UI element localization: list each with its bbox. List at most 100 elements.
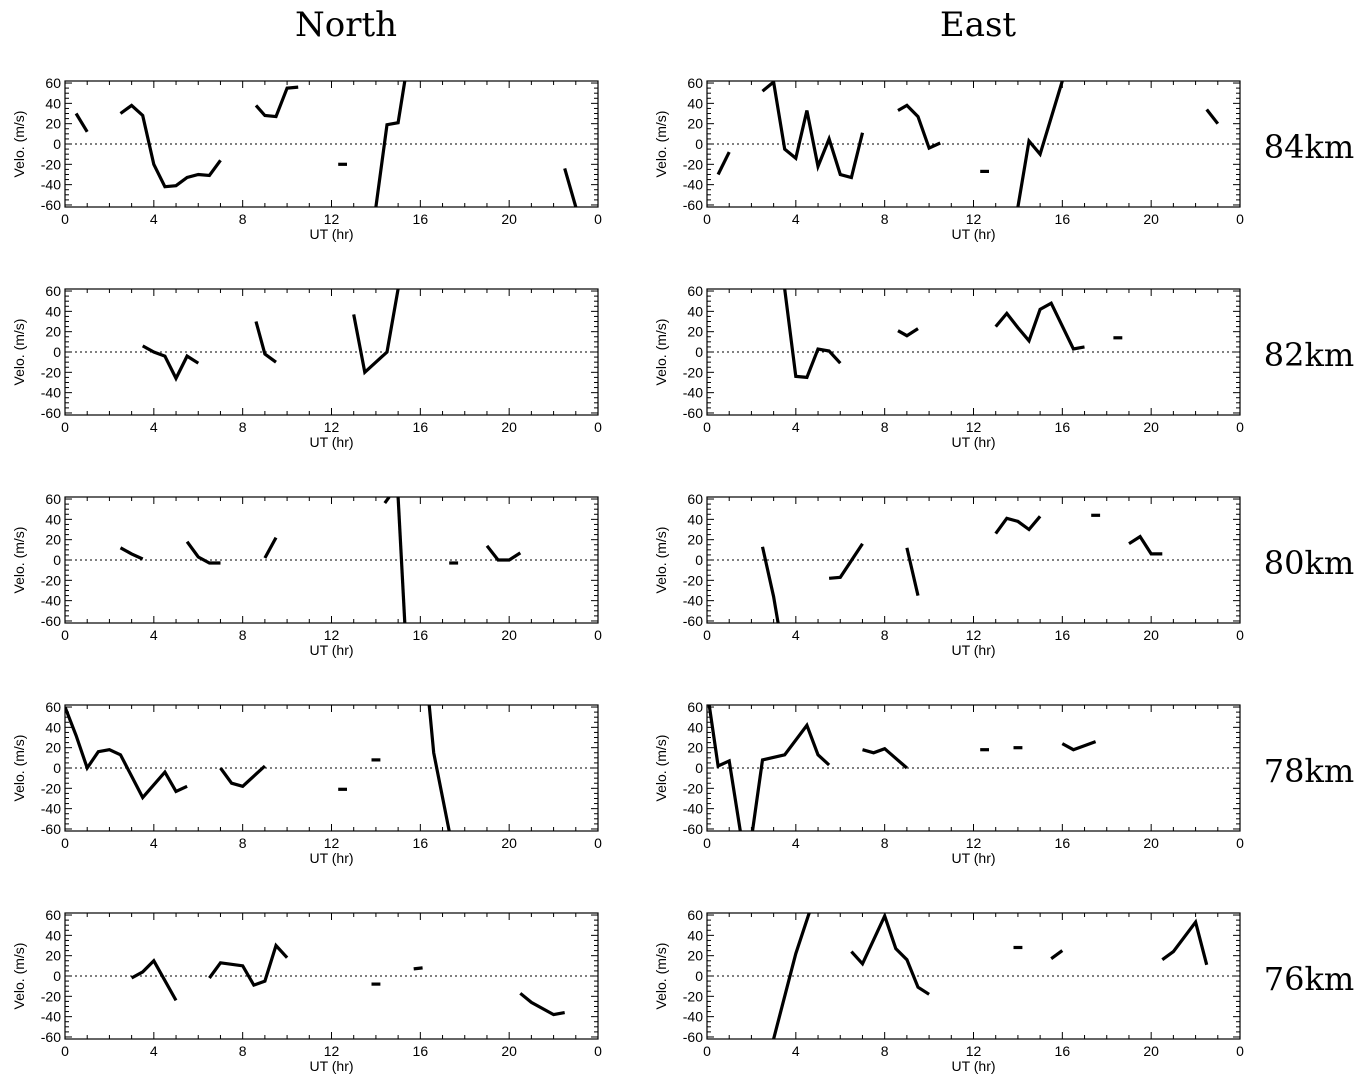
series-line-segment: [263, 536, 278, 559]
series-line-segment: [750, 722, 831, 831]
x-tick-label: 0: [1236, 1043, 1244, 1059]
y-tick-label: 60: [687, 907, 703, 923]
series-line-segment: [396, 497, 407, 623]
x-tick-label: 12: [324, 835, 340, 851]
y-tick-label: -40: [41, 177, 61, 193]
y-tick-label: -20: [41, 156, 61, 172]
y-tick-label: -40: [41, 1009, 61, 1025]
x-tick-label: 8: [239, 627, 247, 643]
y-tick-label: 60: [45, 907, 61, 923]
x-tick-label: 0: [594, 835, 602, 851]
x-tick-label: 8: [881, 1043, 889, 1059]
x-tick-label: 4: [150, 419, 158, 435]
series-line-segment: [383, 497, 391, 505]
panel-east-82km: 0 4 8 12 16 20 0 60 40 20 0 -20 -40 -60 UT (hr) Velo. (…: [653, 283, 1244, 450]
x-tick-label: 20: [501, 835, 517, 851]
series-line-segment: [862, 746, 908, 770]
x-tick-label: 8: [881, 419, 889, 435]
y-tick-label: 0: [695, 968, 703, 984]
altitude-label-76km: 76km: [1264, 960, 1354, 998]
x-tick-label: 12: [966, 835, 982, 851]
x-axis-label: UT (hr): [309, 642, 353, 658]
series-line-segment: [1061, 740, 1097, 752]
series-line-segment: [254, 321, 277, 364]
x-tick-label: 4: [150, 835, 158, 851]
y-tick-label: 40: [45, 511, 61, 527]
y-tick-label: 20: [45, 740, 61, 756]
y-tick-label: 60: [45, 491, 61, 507]
y-tick-label: 60: [45, 699, 61, 715]
y-tick-label: -40: [683, 801, 703, 817]
panel-east-78km: 0 4 8 12 16 20 0 60 40 20 0 -20 -40 -60 UT (hr) Velo. (…: [653, 699, 1244, 866]
y-tick-label: -20: [41, 780, 61, 796]
y-tick-label: -20: [683, 780, 703, 796]
series-velocity: [707, 705, 1097, 831]
x-tick-label: 8: [239, 211, 247, 227]
y-tick-label: 0: [53, 760, 61, 776]
y-tick-label: 0: [53, 136, 61, 152]
y-tick-label: 40: [45, 927, 61, 943]
series-velocity: [141, 289, 400, 382]
series-line-segment: [994, 300, 1085, 351]
series-line-segment: [254, 85, 299, 119]
y-tick-label: -60: [41, 821, 61, 837]
plot-frame: [706, 288, 1241, 416]
x-axis-label: UT (hr): [309, 850, 353, 866]
y-tick-label: 0: [53, 552, 61, 568]
x-tick-label: 0: [594, 627, 602, 643]
series-line-segment: [905, 547, 920, 596]
y-tick-label: -20: [41, 988, 61, 1004]
series-line-segment: [828, 542, 864, 580]
x-tick-label: 12: [324, 211, 340, 227]
x-tick-label: 20: [501, 419, 517, 435]
series-line-segment: [130, 958, 178, 1002]
y-tick-label: 40: [687, 927, 703, 943]
y-tick-label: -60: [41, 197, 61, 213]
series-line-segment: [1050, 949, 1064, 960]
series-line-segment: [897, 327, 919, 338]
x-tick-label: 16: [413, 211, 429, 227]
x-tick-label: 0: [61, 419, 69, 435]
x-tick-label: 0: [61, 835, 69, 851]
y-tick-label: 0: [695, 552, 703, 568]
y-tick-label: 40: [45, 719, 61, 735]
series-line-segment: [994, 515, 1042, 535]
x-tick-label: 12: [966, 627, 982, 643]
x-tick-label: 12: [324, 627, 340, 643]
y-tick-label: -60: [41, 405, 61, 421]
x-axis-label: UT (hr): [951, 226, 995, 242]
y-axis-label: Velo. (m/s): [11, 943, 27, 1010]
panel-north-76km: 0 4 8 12 16 20 0 60 40 20 0 -20 -40 -60 UT (hr) Velo. (…: [11, 907, 602, 1074]
x-tick-label: 20: [501, 211, 517, 227]
panel-east-80km: 0 4 8 12 16 20 0 60 40 20 0 -20 -40 -60 UT (hr) Velo. (…: [653, 491, 1244, 658]
y-tick-label: 0: [695, 136, 703, 152]
x-tick-label: 16: [1055, 211, 1071, 227]
series-line-segment: [716, 151, 731, 176]
y-tick-label: -20: [683, 988, 703, 1004]
series-line-segment: [185, 540, 221, 565]
y-tick-label: 20: [687, 948, 703, 964]
y-tick-label: 0: [53, 344, 61, 360]
x-tick-label: 0: [61, 1043, 69, 1059]
x-tick-label: 8: [239, 1043, 247, 1059]
y-axis-label: Velo. (m/s): [11, 319, 27, 386]
x-tick-label: 12: [966, 211, 982, 227]
series-line-segment: [1128, 534, 1163, 556]
y-tick-label: -20: [41, 572, 61, 588]
x-axis-label: UT (hr): [951, 1058, 995, 1074]
x-tick-label: 20: [1143, 1043, 1159, 1059]
x-tick-label: 0: [703, 835, 711, 851]
y-tick-label: -20: [41, 364, 61, 380]
y-tick-label: 40: [687, 719, 703, 735]
y-tick-label: -60: [683, 613, 703, 629]
y-tick-label: 40: [45, 303, 61, 319]
x-tick-label: 0: [703, 627, 711, 643]
y-tick-label: -20: [683, 572, 703, 588]
panel-north-80km: 0 4 8 12 16 20 0 60 40 20 0 -20 -40 -60 UT (hr) Velo. (…: [11, 491, 602, 658]
y-tick-label: 20: [45, 116, 61, 132]
y-tick-label: -60: [683, 821, 703, 837]
x-tick-label: 20: [1143, 835, 1159, 851]
x-tick-label: 0: [61, 211, 69, 227]
y-axis-label: Velo. (m/s): [11, 111, 27, 178]
x-tick-label: 4: [792, 627, 800, 643]
